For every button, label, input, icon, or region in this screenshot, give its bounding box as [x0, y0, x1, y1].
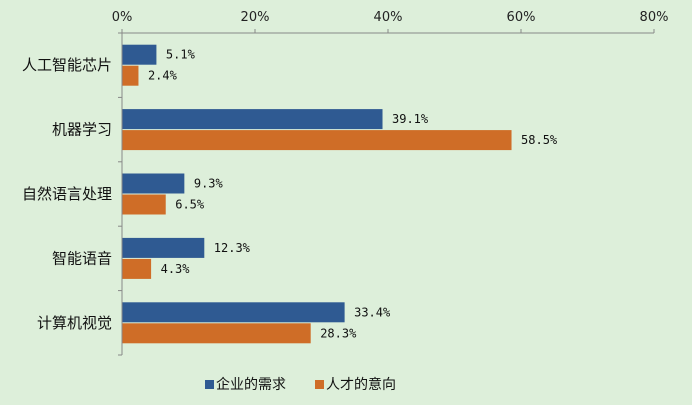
- x-tick-label: 80%: [640, 10, 669, 25]
- data-label: 5.1%: [166, 48, 196, 62]
- category-label: 计算机视觉: [37, 314, 112, 332]
- data-label: 39.1%: [392, 112, 429, 126]
- legend-label: 人才的意向: [326, 376, 396, 393]
- bar-demand: [122, 237, 205, 258]
- data-label: 6.5%: [175, 198, 205, 212]
- legend-swatch: [205, 380, 214, 389]
- legend-swatch: [315, 380, 324, 389]
- category-label: 人工智能芯片: [22, 56, 112, 74]
- x-tick-label: 20%: [241, 10, 270, 25]
- x-axis: 0% 20% 40% 60% 80%: [112, 10, 669, 34]
- x-tick-label: 60%: [507, 10, 536, 25]
- bar-demand: [122, 173, 185, 194]
- data-label: 28.3%: [320, 326, 357, 340]
- bar-intention: [122, 65, 139, 86]
- data-label: 33.4%: [354, 305, 391, 319]
- bar-demand: [122, 109, 383, 130]
- x-tick-label: 0%: [112, 10, 133, 25]
- bar-demand: [122, 44, 157, 65]
- bars: 5.1% 2.4% 39.1% 58.5% 9.3% 6.5% 12.3% 4.3% 33.4%…: [122, 44, 558, 344]
- legend: 企业的需求 人才的意向: [205, 376, 396, 393]
- bar-intention: [122, 194, 166, 215]
- x-tick-label: 40%: [374, 10, 403, 25]
- data-label: 4.3%: [161, 262, 191, 276]
- category-label: 智能语音: [52, 249, 112, 267]
- bar-intention: [122, 258, 152, 279]
- data-label: 9.3%: [194, 177, 224, 191]
- bar-demand: [122, 302, 345, 323]
- data-label: 58.5%: [521, 133, 558, 147]
- bar-intention: [122, 323, 311, 344]
- data-label: 12.3%: [214, 241, 251, 255]
- data-label: 2.4%: [148, 69, 178, 83]
- bar-intention: [122, 130, 512, 151]
- category-label: 自然语言处理: [22, 185, 112, 203]
- legend-label: 企业的需求: [216, 376, 286, 393]
- category-label: 机器学习: [52, 121, 112, 139]
